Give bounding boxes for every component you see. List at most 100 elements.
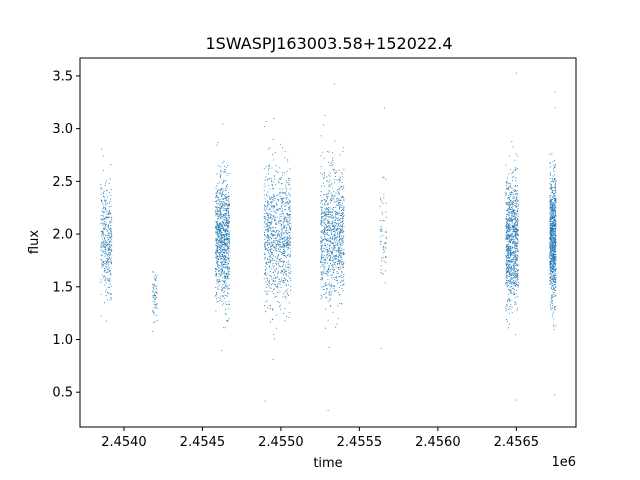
data-point: [336, 212, 338, 213]
data-point: [553, 269, 555, 270]
data-point: [552, 282, 554, 284]
data-point: [100, 254, 102, 256]
data-point: [550, 230, 552, 232]
data-point: [342, 223, 344, 225]
data-point: [228, 204, 230, 206]
data-point: [508, 241, 510, 243]
data-point: [517, 155, 519, 157]
data-point: [280, 238, 282, 240]
data-point: [509, 220, 510, 222]
data-point: [226, 199, 228, 201]
data-point: [109, 201, 111, 203]
data-point: [554, 241, 556, 243]
data-point: [321, 217, 323, 219]
data-point: [103, 241, 105, 243]
data-point: [554, 214, 556, 216]
data-point: [509, 298, 511, 300]
data-point: [285, 213, 287, 215]
data-point: [289, 219, 291, 221]
data-point: [339, 229, 341, 231]
data-point: [510, 289, 512, 291]
data-point: [513, 264, 515, 266]
data-point: [334, 201, 336, 203]
data-point: [505, 310, 507, 312]
data-point: [549, 199, 551, 201]
data-point: [549, 266, 551, 268]
data-point: [321, 296, 323, 298]
data-point: [219, 209, 221, 211]
data-point: [516, 211, 518, 213]
data-point: [274, 242, 276, 244]
data-point: [104, 284, 106, 286]
data-point: [555, 202, 557, 204]
data-point: [554, 199, 555, 201]
data-point: [325, 248, 327, 250]
data-point: [554, 274, 556, 276]
data-point: [340, 214, 342, 216]
data-point: [550, 276, 551, 278]
data-point: [217, 213, 219, 215]
data-point: [340, 212, 342, 214]
data-point: [288, 184, 290, 186]
data-point: [512, 258, 514, 260]
data-point: [506, 184, 507, 186]
data-point: [288, 263, 290, 265]
data-point: [553, 291, 555, 293]
data-point: [550, 195, 552, 197]
data-point: [221, 243, 223, 245]
data-point: [216, 200, 217, 202]
data-point: [512, 226, 514, 228]
data-point: [267, 230, 269, 232]
data-point: [217, 189, 219, 191]
data-point: [225, 249, 227, 251]
data-point: [550, 288, 552, 289]
data-point: [385, 270, 387, 272]
data-point: [336, 277, 338, 279]
data-point: [221, 189, 223, 191]
data-point: [228, 270, 230, 272]
data-point: [341, 173, 343, 175]
data-point: [283, 243, 285, 245]
data-point: [508, 249, 510, 251]
data-point: [550, 198, 552, 200]
data-point: [223, 248, 225, 250]
data-point: [506, 226, 507, 228]
data-point: [327, 214, 329, 216]
data-point: [553, 218, 555, 220]
data-point: [104, 239, 106, 241]
data-point: [505, 195, 507, 197]
data-point: [554, 197, 556, 199]
data-point: [555, 207, 557, 209]
data-point: [320, 245, 322, 247]
data-point: [277, 221, 279, 223]
data-point: [103, 228, 105, 230]
data-point: [333, 228, 335, 230]
data-point: [551, 228, 553, 230]
data-point: [550, 207, 552, 209]
data-point: [225, 223, 227, 225]
data-point: [287, 253, 289, 255]
data-point: [517, 269, 519, 271]
data-point: [104, 200, 106, 202]
data-point: [511, 272, 513, 274]
data-point: [217, 261, 219, 263]
data-point: [325, 327, 326, 329]
data-point: [510, 255, 511, 257]
data-point: [550, 244, 552, 246]
data-point: [505, 259, 507, 261]
data-point: [109, 249, 111, 251]
data-point: [228, 238, 229, 240]
data-point: [283, 241, 285, 243]
data-point: [340, 185, 342, 187]
data-point: [109, 212, 111, 214]
data-point: [328, 235, 330, 237]
data-point: [516, 223, 518, 225]
data-point: [103, 253, 105, 255]
data-point: [333, 266, 335, 268]
data-point: [326, 227, 328, 228]
data-point: [105, 229, 107, 230]
data-point: [222, 188, 224, 190]
data-point: [285, 182, 287, 184]
data-point: [108, 217, 110, 219]
data-point: [289, 209, 291, 211]
